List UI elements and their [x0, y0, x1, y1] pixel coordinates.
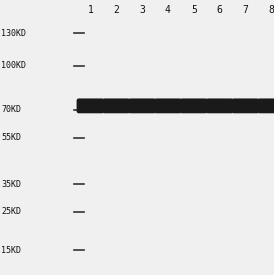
FancyBboxPatch shape — [258, 98, 274, 113]
Text: 35KD: 35KD — [1, 180, 21, 189]
Text: 8: 8 — [268, 5, 274, 15]
Text: 55KD: 55KD — [1, 133, 21, 142]
Text: 5: 5 — [191, 5, 197, 15]
Text: 3: 3 — [139, 5, 145, 15]
Text: 15KD: 15KD — [1, 246, 21, 255]
Text: 70KD: 70KD — [1, 106, 21, 114]
FancyBboxPatch shape — [77, 98, 104, 113]
Text: 4: 4 — [165, 5, 171, 15]
Text: 25KD: 25KD — [1, 207, 21, 216]
FancyBboxPatch shape — [154, 98, 182, 113]
Text: 130KD: 130KD — [1, 29, 26, 37]
FancyBboxPatch shape — [206, 98, 233, 113]
Text: 6: 6 — [217, 5, 222, 15]
Text: 1: 1 — [87, 5, 93, 15]
Text: 2: 2 — [113, 5, 119, 15]
Text: 7: 7 — [242, 5, 248, 15]
FancyBboxPatch shape — [102, 98, 130, 113]
Text: 100KD: 100KD — [1, 62, 26, 70]
FancyBboxPatch shape — [180, 98, 208, 113]
FancyBboxPatch shape — [232, 98, 259, 113]
FancyBboxPatch shape — [128, 98, 156, 113]
